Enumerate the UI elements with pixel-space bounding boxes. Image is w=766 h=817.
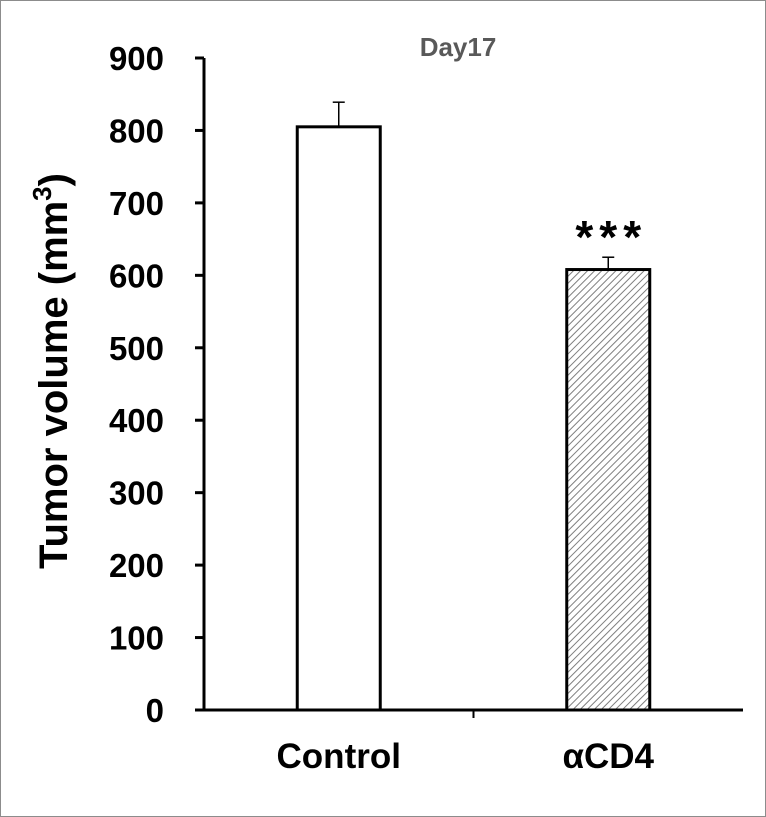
y-tick-label: 800 [109, 112, 164, 149]
y-tick-label: 600 [109, 257, 164, 294]
y-tick-label: 0 [146, 692, 164, 729]
x-category-label: Control [277, 737, 401, 776]
bar-control [295, 125, 382, 712]
y-ticks: 0 100 200 300 400 500 600 700 800 900 [109, 40, 204, 729]
y-tick-label: 300 [109, 475, 164, 512]
axes [202, 58, 743, 712]
bar-acd4 [565, 268, 652, 712]
bars: *** [295, 101, 652, 712]
x-categories: Control αCD4 [277, 710, 655, 776]
significance-annotation: *** [575, 211, 647, 263]
y-tick-label: 400 [109, 402, 164, 439]
y-tick-label: 500 [109, 330, 164, 367]
y-axis-label-close: ) [32, 173, 76, 186]
y-axis-label-superscript: 3 [27, 186, 57, 200]
y-tick-label: 900 [109, 40, 164, 77]
x-category-label: αCD4 [562, 737, 654, 776]
y-tick-label: 200 [109, 547, 164, 584]
y-tick-label: 100 [109, 620, 164, 657]
y-axis-label: Tumor volume (mm3) [27, 173, 76, 569]
y-tick-label: 700 [109, 185, 164, 222]
chart-title: Day17 [420, 32, 497, 62]
y-axis-label-main: Tumor volume (mm [32, 201, 76, 569]
